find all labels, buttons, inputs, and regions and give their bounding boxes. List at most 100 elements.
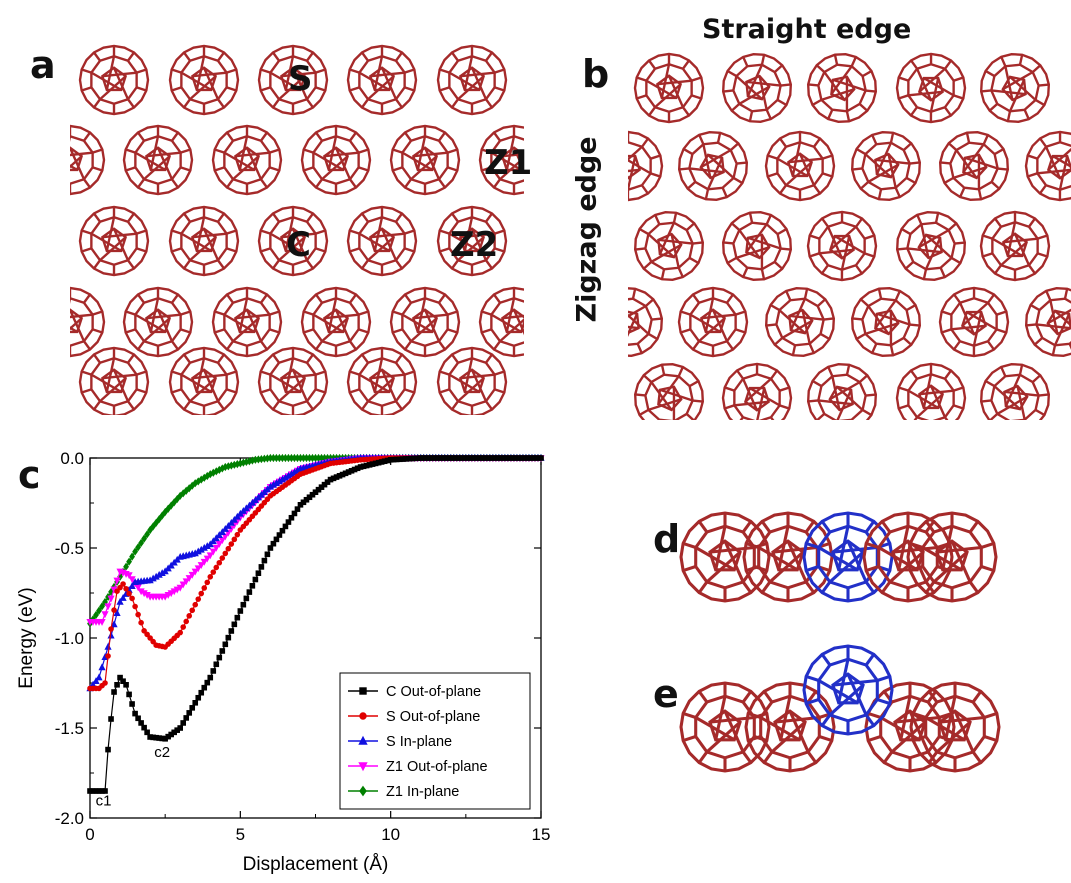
data-point [128,576,136,584]
data-point [188,571,196,579]
x-tick-label: 0 [85,825,94,844]
data-point [192,700,199,706]
data-point [183,618,190,625]
data-point [195,694,202,701]
data-point [113,609,121,617]
data-point [147,525,154,535]
x-axis-label: Displacement (Å) [243,854,389,875]
y-tick-label: 0.0 [60,449,84,468]
fullerene-molecule [677,130,749,202]
panel-d-molecule-row [679,511,998,603]
data-point [111,689,117,695]
site-label-s: S [288,59,313,99]
data-point [237,608,244,614]
data-point [222,641,229,648]
legend-marker [359,785,367,797]
fullerene-molecule [633,52,705,124]
data-point [153,518,160,527]
fullerene-molecule [389,124,461,196]
fullerene-molecule [257,346,329,415]
displaced-fullerene-molecule [802,644,894,736]
data-point [141,534,148,543]
data-point [288,514,295,521]
fullerene-molecule [721,210,793,282]
data-point [177,725,183,731]
data-point [215,541,223,548]
panel-label-d: d [653,517,681,561]
data-point [234,531,241,538]
data-point [282,523,289,530]
data-point [258,503,265,509]
fullerene-molecule [346,346,418,415]
data-point [132,710,138,717]
x-tick-label: 5 [236,825,245,844]
data-point [92,677,100,684]
data-point [108,587,114,597]
data-point [111,607,117,613]
fullerene-molecule [211,124,283,196]
data-point [114,588,120,595]
panel-a-lattice [70,44,524,415]
data-point [273,536,280,543]
data-point [225,545,232,552]
data-point [183,715,190,721]
data-point [135,611,141,618]
fullerene-molecule [78,346,150,415]
panel-label-a: a [30,43,56,87]
fullerene-molecule [764,130,836,202]
data-point [177,629,183,636]
fullerene-molecule [979,52,1051,124]
data-point [198,689,205,696]
data-point [264,496,271,503]
fullerene-molecule [633,210,705,282]
fullerene-molecule [806,52,878,124]
data-point [171,498,178,507]
data-point [206,552,214,560]
data-point [255,570,262,577]
data-point [98,619,106,626]
data-point [207,674,214,681]
data-point [165,504,172,513]
data-point [252,576,259,583]
fullerene-molecule [478,286,524,358]
data-point [264,551,271,558]
fullerene-molecule [122,286,194,358]
y-tick-label: -0.5 [55,539,84,558]
fullerene-molecule [168,44,240,116]
y-axis-label: Energy (eV) [16,587,37,688]
fullerene-molecule [850,130,922,202]
data-point [258,564,265,570]
data-point [168,501,175,510]
data-point [243,595,250,602]
fullerene-molecule [721,362,793,420]
data-point [150,638,156,645]
fullerene-molecule [679,511,771,603]
panel-e-molecule-row [679,644,1001,773]
fullerene-molecule [346,205,418,277]
data-point [126,590,132,597]
data-point [126,691,132,698]
data-point [176,584,184,592]
legend-marker [359,687,367,695]
fullerene-molecule [979,362,1051,420]
data-point [261,499,268,506]
data-point [234,614,241,621]
data-point [194,565,202,573]
data-point [144,729,150,736]
data-point [108,626,114,632]
data-point [200,558,208,566]
fullerene-molecule [895,210,967,282]
fullerene-molecule [806,362,878,420]
data-point [135,543,142,552]
data-point [138,619,144,626]
data-point [180,720,187,726]
data-point [267,545,274,551]
straight-edge-title: Straight edge [702,14,912,45]
data-point [201,585,208,591]
fullerene-molecule [1024,130,1071,202]
data-point [150,522,157,531]
data-point [192,601,199,608]
data-point [102,788,108,794]
data-point [538,455,544,461]
